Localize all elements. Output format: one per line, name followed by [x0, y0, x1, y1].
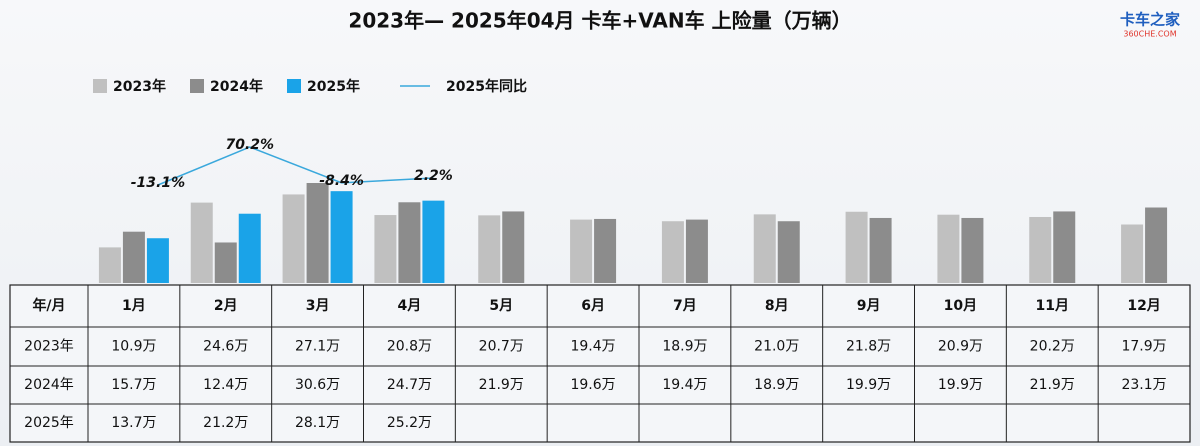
table-header: 10月 [944, 298, 977, 314]
bar [753, 214, 776, 283]
legend-label: 2025年同比 [446, 78, 527, 95]
bar [238, 213, 261, 283]
table-cell: 12.4万 [203, 377, 248, 393]
row-label: 2023年 [24, 339, 74, 355]
row-label: 2024年 [24, 377, 74, 393]
table-bg [9, 284, 1191, 443]
table-cell: 19.4万 [570, 339, 615, 355]
table-cell: 21.9万 [1030, 377, 1075, 393]
table-cell: 21.2万 [203, 415, 248, 431]
bar [1029, 216, 1052, 283]
data-label: 70.2% [225, 137, 274, 153]
bar [306, 183, 329, 283]
bar [478, 215, 501, 283]
data-label: 2.2% [414, 168, 453, 184]
table-header: 5月 [489, 298, 513, 314]
bar [398, 202, 421, 283]
table-cell: 24.7万 [387, 377, 432, 393]
table-header: 3月 [306, 298, 330, 314]
table-cell: 18.9万 [754, 377, 799, 393]
table-cell: 27.1万 [295, 339, 340, 355]
table-cell: 23.1万 [1121, 377, 1166, 393]
table-header: 9月 [857, 298, 881, 314]
legend-label: 2025年 [307, 78, 360, 95]
table-header: 2月 [214, 298, 238, 314]
table-header: 12月 [1127, 298, 1160, 314]
table-cell: 20.8万 [387, 339, 432, 355]
bar [1121, 224, 1144, 283]
table-cell: 19.4万 [662, 377, 707, 393]
bar [330, 191, 353, 283]
table-cell: 21.9万 [479, 377, 524, 393]
table-cell: 21.0万 [754, 339, 799, 355]
row-label: 2025年 [24, 415, 74, 431]
table-cell: 17.9万 [1121, 339, 1166, 355]
table-header: 6月 [581, 298, 605, 314]
bar [594, 218, 617, 283]
table-cell: 20.9万 [938, 339, 983, 355]
bar [845, 211, 868, 283]
logo: 卡车之家 [1120, 11, 1180, 29]
bar [937, 214, 960, 283]
table-corner: 年/月 [32, 297, 65, 314]
table-header: 4月 [398, 298, 422, 314]
legend-label: 2024年 [210, 78, 263, 95]
table-cell: 19.6万 [570, 377, 615, 393]
table-cell: 25.2万 [387, 415, 432, 431]
bar [1145, 207, 1168, 283]
bar [961, 217, 984, 283]
bar [374, 215, 397, 283]
table-header: 7月 [673, 298, 697, 314]
bar [502, 211, 525, 283]
data-label: -13.1% [131, 175, 185, 191]
table-cell: 20.2万 [1030, 339, 1075, 355]
table-cell: 24.6万 [203, 339, 248, 355]
bar [190, 202, 213, 283]
bar [1053, 211, 1076, 283]
legend-swatch [93, 79, 107, 93]
table-cell: 10.9万 [111, 339, 156, 355]
bar [214, 242, 237, 283]
table-cell: 21.8万 [846, 339, 891, 355]
bar [869, 217, 892, 283]
table-header: 1月 [122, 298, 146, 314]
table-cell: 15.7万 [111, 377, 156, 393]
legend-swatch [287, 79, 301, 93]
table-cell: 20.7万 [479, 339, 524, 355]
table-cell: 19.9万 [846, 377, 891, 393]
bar [282, 194, 305, 283]
bar [422, 200, 445, 283]
logo-site: 360CHE.COM [1123, 30, 1176, 39]
bar [570, 219, 593, 283]
table-header: 11月 [1036, 298, 1069, 314]
line [157, 146, 434, 186]
table-header: 8月 [765, 298, 789, 314]
bar [98, 247, 121, 283]
chart-title: 2023年— 2025年04月 卡车+VAN车 上险量（万辆） [348, 9, 851, 33]
table-cell: 19.9万 [938, 377, 983, 393]
bar [146, 238, 169, 283]
legend-label: 2023年 [113, 78, 166, 95]
bar [661, 221, 684, 283]
bar [122, 231, 145, 283]
bar [685, 219, 708, 283]
table-cell: 13.7万 [111, 415, 156, 431]
table-cell: 28.1万 [295, 415, 340, 431]
data-label: -8.4% [319, 173, 364, 189]
table-cell: 18.9万 [662, 339, 707, 355]
table-cell: 30.6万 [295, 377, 340, 393]
bar [777, 221, 800, 283]
legend-swatch [190, 79, 204, 93]
